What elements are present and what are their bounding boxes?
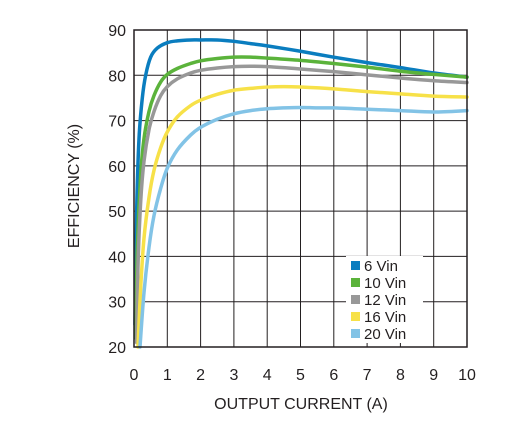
- plot-frame: [133, 29, 468, 348]
- y-tick-label: 70: [108, 114, 126, 131]
- legend-swatch: [351, 261, 360, 270]
- x-tick-label: 7: [363, 367, 372, 384]
- x-tick-label: 6: [329, 367, 338, 384]
- y-tick-label: 80: [108, 68, 126, 85]
- legend-label: 20 Vin: [364, 326, 406, 343]
- legend-label: 12 Vin: [364, 292, 406, 309]
- y-tick-label: 90: [108, 23, 126, 40]
- x-tick-label: 5: [296, 367, 305, 384]
- legend-label: 6 Vin: [364, 258, 398, 275]
- x-tick-label: 10: [458, 367, 476, 384]
- x-tick-label: 3: [229, 367, 238, 384]
- series-line: [134, 64, 469, 345]
- legend-label: 10 Vin: [364, 275, 406, 292]
- series-line: [133, 55, 469, 340]
- y-tick-label: 30: [108, 295, 126, 312]
- y-tick-label: 60: [108, 159, 126, 176]
- x-tick-label: 1: [163, 367, 172, 384]
- y-axis-title: EFFICIENCY (%): [66, 124, 83, 248]
- series-line: [138, 105, 469, 349]
- series-line: [136, 84, 469, 349]
- legend-swatch: [351, 312, 360, 321]
- series-curves: [133, 38, 469, 349]
- x-axis-title: OUTPUT CURRENT (A): [214, 396, 388, 413]
- y-tick-labels: 20 30 40 50 60 70 80 90: [108, 23, 126, 357]
- legend-label: 16 Vin: [364, 309, 406, 326]
- y-tick-label: 40: [108, 249, 126, 266]
- x-tick-labels: 0 1 2 3 4 5 6 7 8 9 10: [130, 367, 476, 384]
- x-tick-label: 9: [429, 367, 438, 384]
- x-tick-label: 8: [396, 367, 405, 384]
- x-tick-label: 4: [263, 367, 272, 384]
- y-tick-label: 20: [108, 340, 126, 357]
- legend-swatch: [351, 295, 360, 304]
- x-tick-label: 2: [196, 367, 205, 384]
- series-line: [133, 38, 469, 327]
- legend-swatch: [351, 278, 360, 287]
- x-tick-label: 0: [130, 367, 139, 384]
- legend-swatch: [351, 329, 360, 338]
- y-tick-label: 50: [108, 204, 126, 221]
